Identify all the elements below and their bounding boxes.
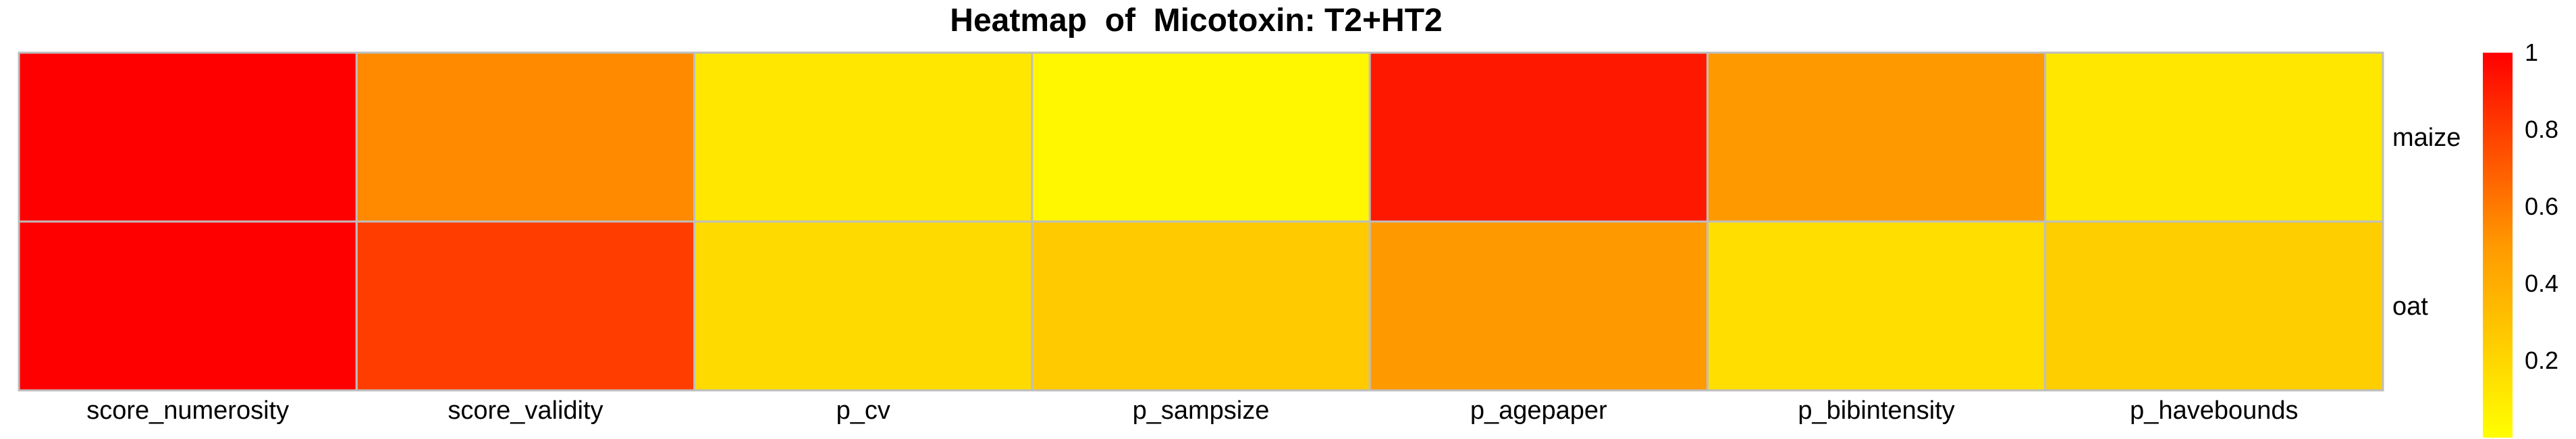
heatmap-cell-maize-p_cv	[693, 51, 1034, 223]
legend-tick-label: 0.6	[2525, 192, 2558, 220]
heatmap-cell-oat-p_cv	[693, 220, 1034, 392]
heatmap-cell-oat-p_havebounds	[2044, 220, 2384, 392]
heatmap-cell-maize-p_havebounds	[2044, 51, 2384, 223]
chart-title: Heatmap of Micotoxin: T2+HT2	[950, 3, 1442, 38]
legend-tick-label: 1	[2525, 38, 2538, 66]
column-label: score_numerosity	[86, 396, 289, 425]
heatmap-cell-maize-score_numerosity	[18, 51, 358, 223]
heatmap-cell-maize-p_sampsize	[1031, 51, 1371, 223]
heatmap-cell-maize-score_validity	[355, 51, 696, 223]
legend-tick-label: 0.4	[2525, 269, 2558, 297]
legend-color-bar	[2483, 53, 2513, 438]
legend-tick-label: 0.2	[2525, 346, 2558, 374]
column-label: p_sampsize	[1133, 396, 1270, 425]
heatmap-cell-oat-p_sampsize	[1031, 220, 1371, 392]
heatmap-cells	[18, 51, 2384, 392]
row-label: maize	[2392, 124, 2461, 152]
heatmap-cell-oat-p_bibintensity	[1706, 220, 2047, 392]
row-label: oat	[2392, 292, 2428, 321]
row-labels: maize oat	[2392, 124, 2461, 321]
column-label: p_agepaper	[1470, 396, 1607, 425]
heatmap-cell-maize-p_agepaper	[1368, 51, 1709, 223]
column-label: p_havebounds	[2130, 396, 2298, 425]
heatmap-cell-maize-p_bibintensity	[1706, 51, 2047, 223]
legend-tick-label: 0.8	[2525, 115, 2558, 143]
heatmap-cell-oat-score_validity	[355, 220, 696, 392]
column-labels: score_numerosity score_validity p_cv p_samp…	[86, 396, 2298, 425]
column-label: p_bibintensity	[1798, 396, 1954, 425]
heatmap-cell-oat-p_agepaper	[1368, 220, 1709, 392]
color-legend: 0.2 0.4 0.6 0.8 1	[2483, 38, 2558, 438]
column-label: score_validity	[448, 396, 603, 425]
heatmap-cell-oat-score_numerosity	[18, 220, 358, 392]
column-label: p_cv	[836, 396, 890, 425]
